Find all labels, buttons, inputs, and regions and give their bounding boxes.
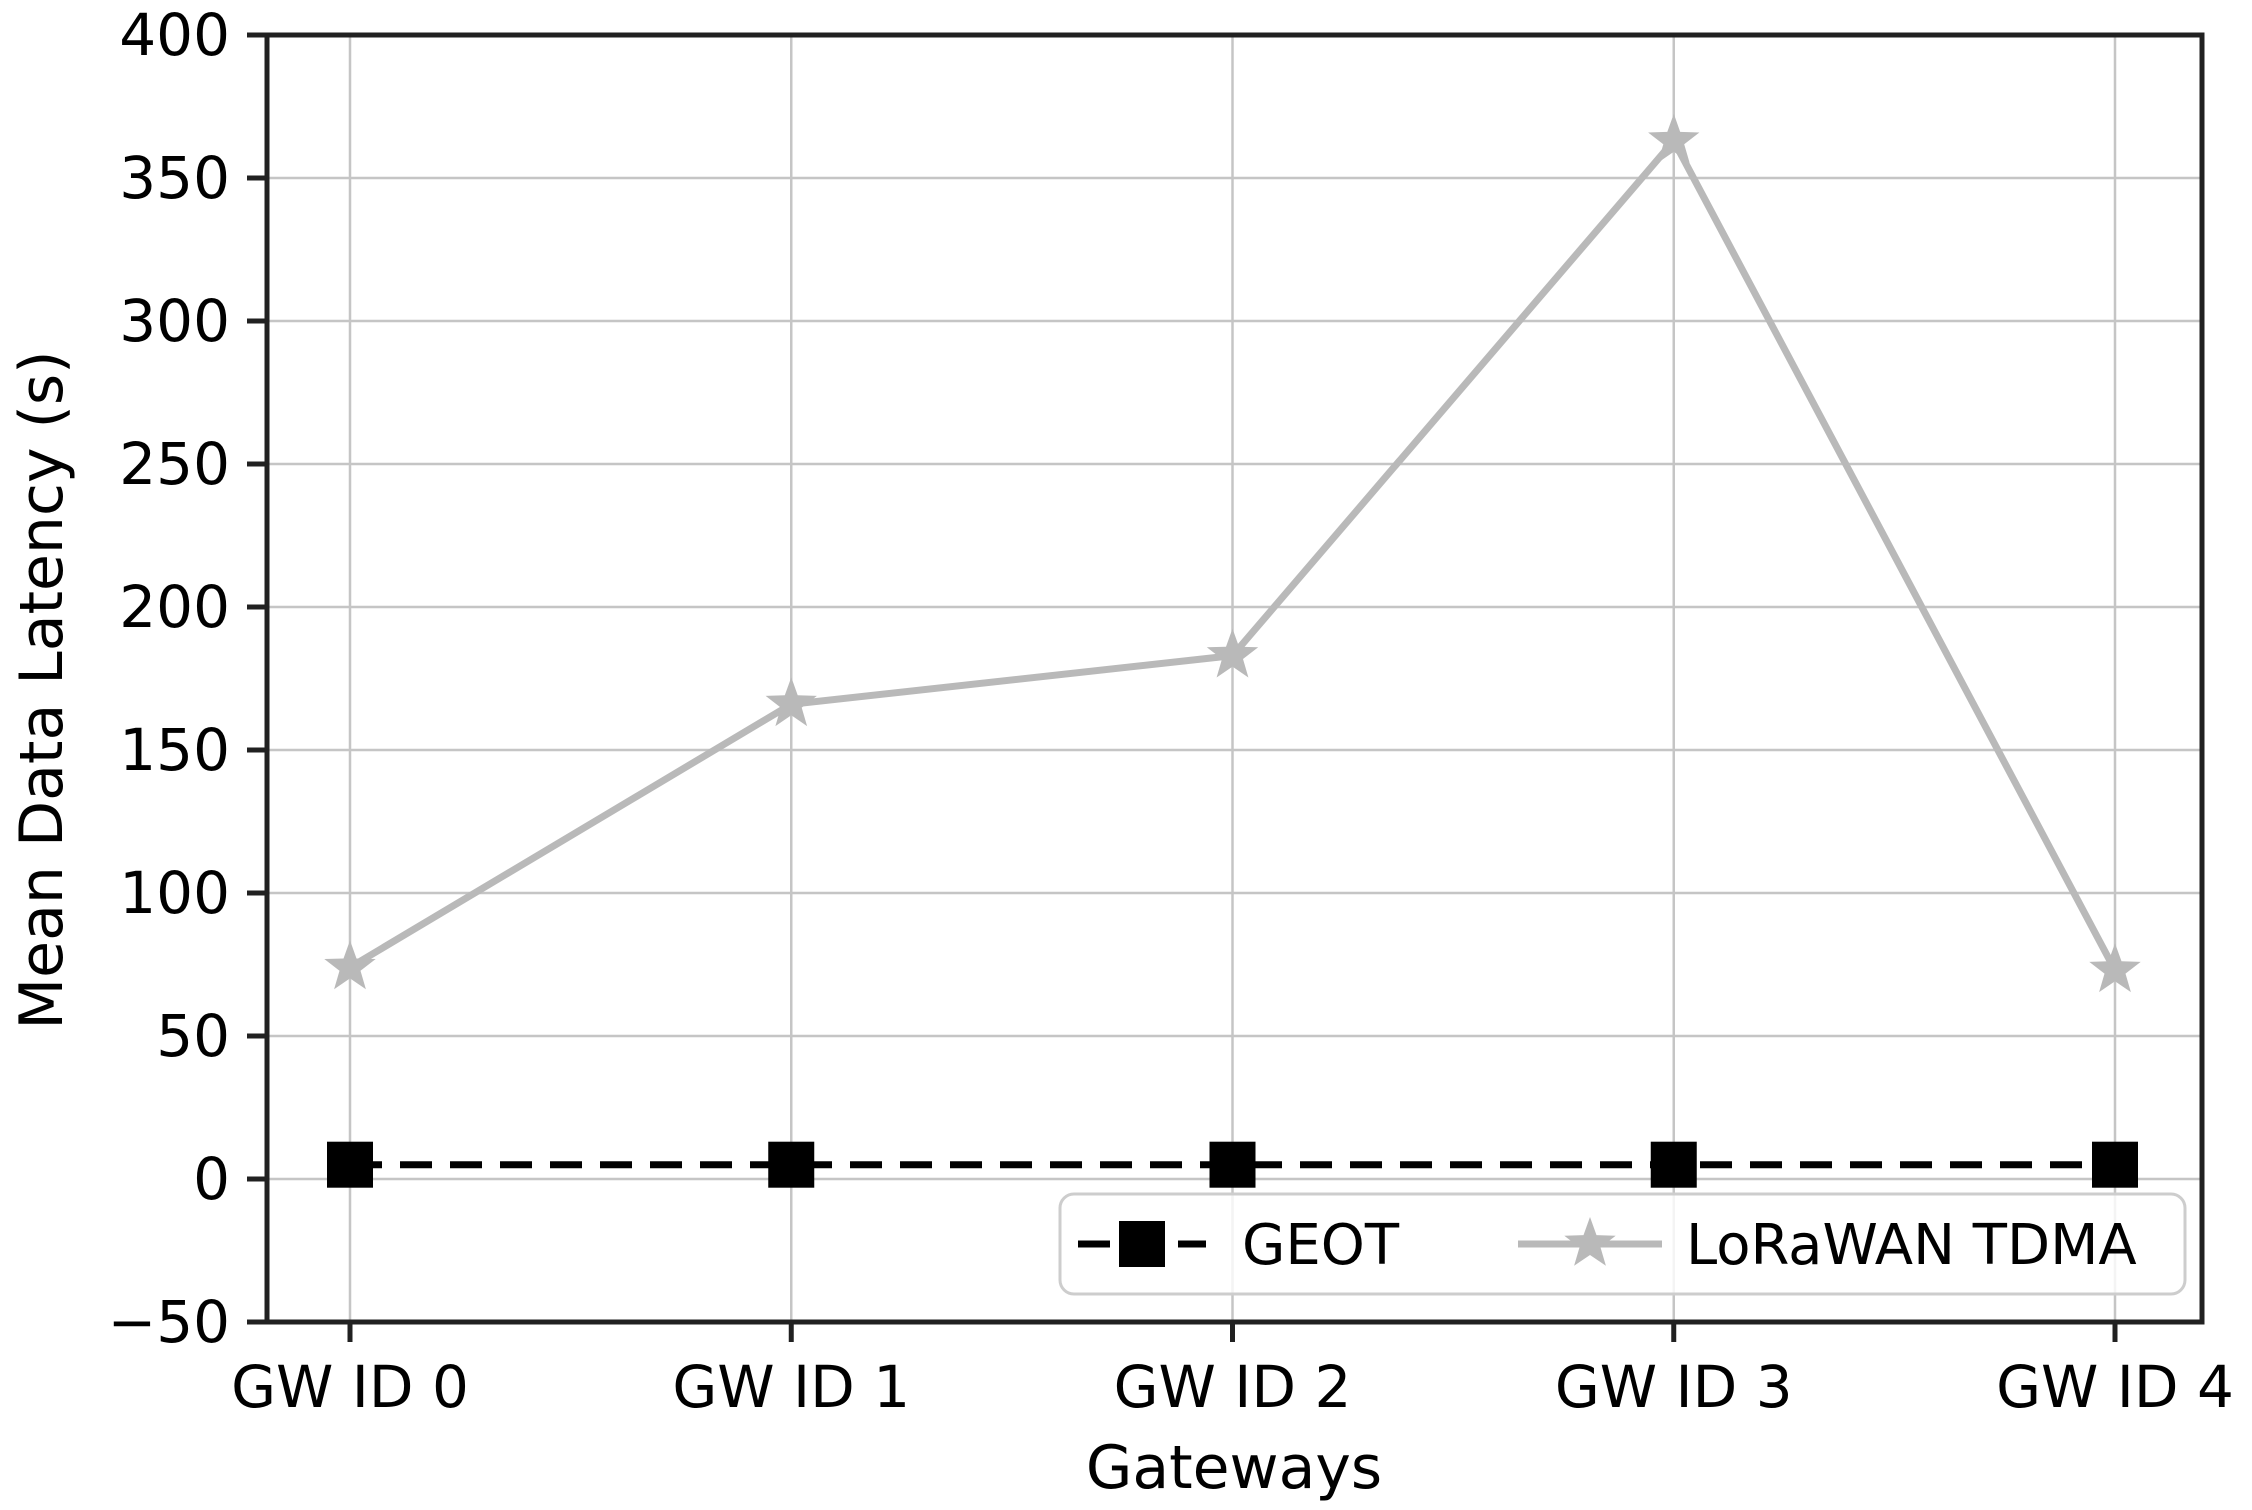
legend-label: LoRaWAN TDMA bbox=[1686, 1213, 2137, 1278]
grid bbox=[267, 33, 2202, 1324]
y-tick-label: 150 bbox=[119, 716, 230, 784]
y-tick-label: 300 bbox=[119, 287, 230, 355]
x-tick-label: GW ID 1 bbox=[672, 1353, 910, 1421]
lorawan-tdma-marker bbox=[324, 940, 376, 990]
lorawan-tdma-marker bbox=[765, 677, 817, 727]
geot-marker bbox=[2092, 1141, 2138, 1188]
geot-marker bbox=[1650, 1141, 1697, 1188]
x-tick-label: GW ID 2 bbox=[1114, 1353, 1352, 1421]
legend-lorawan-tdma-marker bbox=[1564, 1217, 1616, 1266]
axis-ticks bbox=[247, 32, 2118, 1342]
geot-marker bbox=[1209, 1141, 1256, 1188]
legend-label: GEOT bbox=[1242, 1213, 1400, 1278]
y-tick-label: 350 bbox=[119, 144, 230, 212]
x-tick-label: GW ID 0 bbox=[231, 1353, 469, 1421]
y-tick-label: 400 bbox=[119, 1, 230, 69]
legend-item-lorawan-tdma: LoRaWAN TDMA bbox=[1518, 1213, 2137, 1278]
geot-marker bbox=[327, 1141, 373, 1188]
lorawan-tdma-marker bbox=[1206, 628, 1259, 678]
x-axis-label: Gateways bbox=[1086, 1433, 1382, 1503]
series-geot bbox=[327, 1141, 2138, 1188]
y-tick-label: 200 bbox=[119, 573, 230, 641]
lorawan-tdma-marker bbox=[2089, 943, 2141, 993]
geot-marker bbox=[768, 1141, 815, 1188]
y-axis-label: Mean Data Latency (s) bbox=[7, 350, 77, 1029]
plot-border bbox=[264, 32, 2205, 1325]
legend-item-geot: GEOT bbox=[1078, 1213, 1400, 1278]
y-tick-label: 250 bbox=[119, 430, 230, 498]
y-tick-label: −50 bbox=[108, 1288, 230, 1356]
y-tick-label: 50 bbox=[156, 1002, 230, 1070]
y-tick-label: 100 bbox=[119, 859, 230, 927]
x-tick-label: GW ID 4 bbox=[1996, 1353, 2234, 1421]
x-tick-label: GW ID 3 bbox=[1555, 1353, 1793, 1421]
legend: GEOT LoRaWAN TDMA bbox=[1058, 1192, 2187, 1296]
y-tick-label: 0 bbox=[193, 1145, 230, 1213]
legend-geot-marker bbox=[1119, 1221, 1165, 1267]
tick-labels: −50 0 50 100 150 200 250 300 350 400 GW ID 0 GW ID … bbox=[108, 1, 2234, 1421]
lorawan-tdma-marker bbox=[1648, 113, 1700, 163]
series-lorawan-tdma bbox=[324, 113, 2141, 993]
